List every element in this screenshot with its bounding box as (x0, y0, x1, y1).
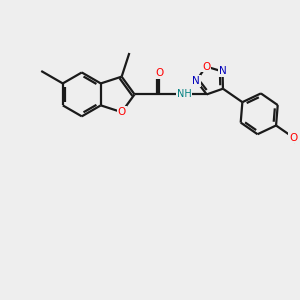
Text: N: N (219, 67, 226, 76)
Text: O: O (155, 68, 164, 78)
Text: O: O (289, 133, 298, 142)
Text: O: O (118, 107, 126, 117)
Text: NH: NH (177, 89, 192, 99)
Text: O: O (202, 61, 210, 71)
Text: N: N (192, 76, 200, 86)
